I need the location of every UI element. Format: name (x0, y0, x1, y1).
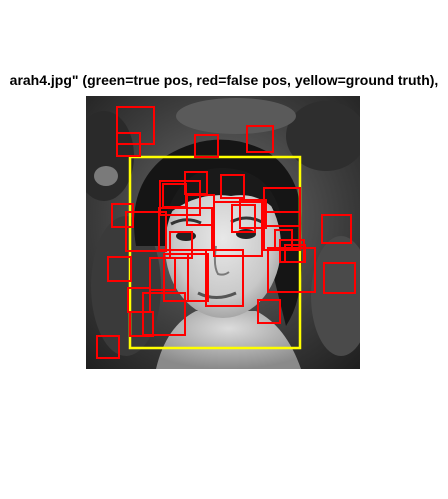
false-positive-box (274, 229, 293, 249)
false-positive-box (159, 180, 201, 216)
false-positive-box (149, 257, 176, 291)
detection-overlay (86, 96, 360, 369)
false-positive-box (194, 134, 219, 158)
false-positive-box (263, 187, 301, 227)
face-photo-panel (86, 96, 360, 369)
right-eyebrow (230, 216, 263, 224)
false-positive-box (116, 106, 155, 145)
false-positive-box (107, 256, 132, 282)
false-positive-box (213, 201, 263, 257)
false-positive-box (187, 253, 209, 302)
false-positive-box (231, 204, 256, 233)
bg-shape (286, 101, 360, 171)
false-positive-box (127, 287, 151, 313)
false-positive-box (111, 203, 134, 228)
figure-title: arah4.jpg" (green=true pos, red=false po… (9, 72, 439, 88)
false-positive-box (205, 249, 244, 307)
face (165, 174, 281, 318)
neck (156, 311, 301, 369)
false-positive-layer (96, 106, 356, 359)
bangs (166, 167, 281, 216)
false-positive-box (246, 125, 274, 153)
false-positive-box (116, 132, 141, 157)
false-positive-box (239, 199, 267, 229)
false-positive-box (169, 231, 193, 259)
false-positive-box (323, 262, 356, 294)
false-positive-box (321, 214, 352, 244)
false-positive-box (158, 207, 213, 251)
false-positive-box (257, 299, 281, 324)
false-positive-box (96, 335, 120, 359)
bg-shape (94, 166, 118, 186)
false-positive-box (284, 244, 306, 263)
false-positive-box (263, 211, 301, 251)
false-positive-box (142, 292, 186, 336)
mouth (197, 291, 237, 299)
bg-shape (176, 98, 296, 134)
right-eye (236, 229, 256, 239)
false-positive-box (125, 211, 167, 252)
false-positive-box (220, 174, 245, 199)
